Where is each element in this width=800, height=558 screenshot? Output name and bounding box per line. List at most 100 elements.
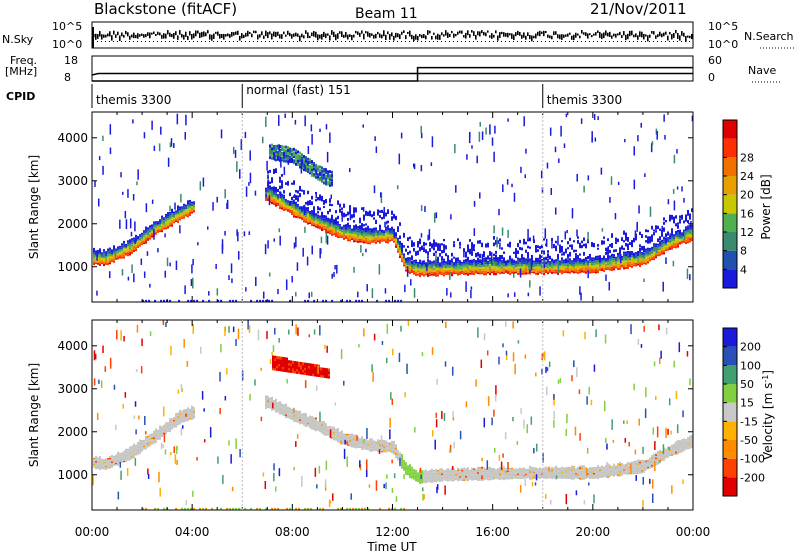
band-pixel [627,258,629,260]
band-pixel [385,231,387,233]
band-pixel [317,423,319,424]
band-pixel [451,478,453,480]
band-pixel [383,240,385,241]
band-pixel [349,235,351,237]
band-pixel [333,227,335,229]
band-pixel [439,470,441,472]
fringe-pixel [583,237,585,241]
band-pixel [321,427,323,429]
nsearch-sample [241,41,242,42]
scatter-pixel [450,292,452,297]
band-pixel [269,402,271,403]
band-pixel [283,409,285,410]
band-pixel [385,451,387,453]
band-pixel [103,260,105,262]
nsky-sample [401,32,403,35]
fringe-pixel [543,251,545,255]
cpid-segment-0: themis 3300 [96,93,171,107]
scatter-pixel [470,290,472,298]
band-pixel [659,252,661,254]
fringe-pixel [375,220,377,224]
band-pixel [325,220,327,222]
band-pixel [165,226,167,228]
band-pixel [273,409,275,410]
band-pixel [193,411,195,412]
band-pixel [183,414,185,416]
band-pixel [151,228,153,230]
band-pixel [359,447,361,448]
fringe-pixel [589,254,591,258]
band-pixel [349,437,351,439]
nsky-sample [517,31,519,35]
band-pixel [393,441,395,443]
band-pixel [663,252,665,254]
scatter-pixel [239,169,241,179]
band-pixel [377,439,379,441]
band-pixel [659,250,661,252]
band-pixel [133,447,135,449]
fringe-pixel [413,248,415,251]
nsky-sample [373,35,375,39]
band-pixel [341,236,343,237]
band-pixel [165,424,167,425]
fringe-pixel [383,214,385,219]
band-pixel [103,264,105,266]
band-pixel [177,219,179,221]
band-pixel [155,438,157,440]
band-pixel [521,260,523,262]
band-pixel [517,262,519,264]
band-pixel [431,263,433,265]
band-pixel [311,220,313,222]
band-pixel [427,475,429,476]
fringe-pixel [663,222,665,225]
band-pixel [663,241,665,243]
band-pixel [623,267,625,269]
band-pixel [655,245,657,247]
band-pixel [455,267,457,268]
band-pixel [633,260,635,262]
band-pixel [457,468,459,470]
fringe-pixel [453,244,455,248]
freq-unit-label: [MHz] [5,65,37,78]
band-pixel [509,262,511,264]
band-pixel [497,262,499,264]
band-pixel [151,443,153,444]
band-pixel [367,234,369,236]
nsky-sample [223,34,225,40]
band-pixel [187,200,189,202]
band-pixel [153,431,155,433]
fringe-pixel [353,214,355,218]
band-pixel [457,265,459,267]
fringe-pixel [471,251,473,256]
band-pixel [401,257,403,259]
band-pixel [155,436,157,438]
band-pixel [393,446,395,448]
band-pixel [367,443,369,444]
band-pixel [345,229,347,230]
band-pixel [283,203,285,205]
band-pixel [363,236,365,238]
band-pixel [135,247,137,249]
scatter-pixel [618,182,620,185]
band-pixel [165,227,167,229]
band-pixel [663,237,665,239]
band-pixel [265,404,267,406]
band-pixel [523,262,525,264]
scatter-pixel [334,265,336,269]
fringe-pixel [553,244,555,248]
band-pixel [559,271,561,273]
band-pixel [165,214,167,216]
band-pixel [605,266,607,267]
band-pixel [137,450,139,452]
upper-band-pixel [303,161,305,164]
band-pixel [375,227,377,229]
scatter-pixel [633,146,635,155]
nsky-sample [409,31,411,37]
band-pixel [293,204,295,206]
nsky-sample [201,32,203,37]
band-pixel [573,266,575,268]
band-pixel [419,275,421,277]
band-pixel [277,409,279,410]
nsky-sample [309,36,311,38]
scatter-pixel [226,203,228,209]
